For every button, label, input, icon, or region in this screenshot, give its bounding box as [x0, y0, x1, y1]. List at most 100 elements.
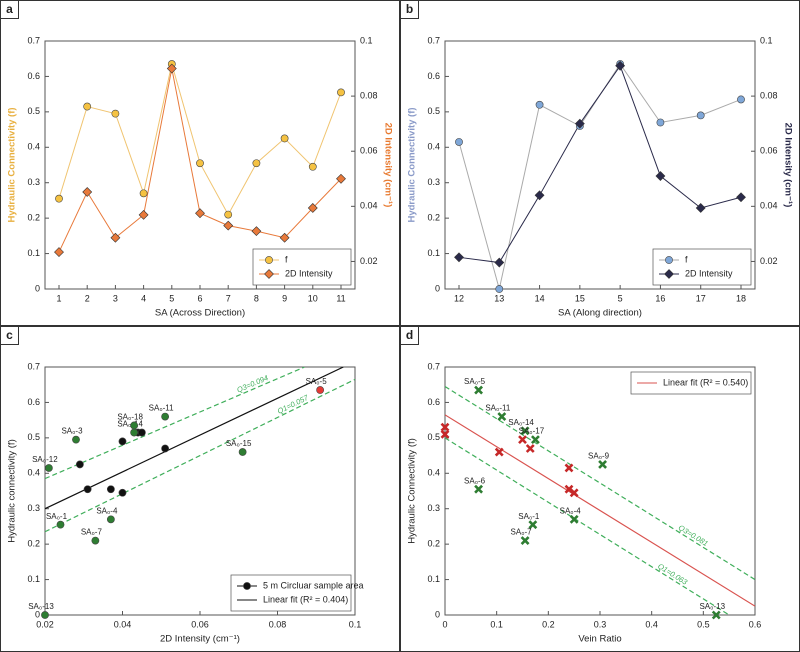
x-axis-title: SA (Along direction) [558, 308, 642, 319]
marker [130, 421, 139, 430]
marker [615, 60, 626, 71]
marker [44, 464, 53, 472]
y2-tick-label: 0.06 [360, 146, 378, 156]
marker [139, 189, 148, 198]
marker [494, 447, 504, 457]
y-tick-label: 0.7 [427, 361, 440, 371]
x-tick-label: 15 [575, 293, 585, 303]
point-label: SA₀-6 [464, 476, 486, 485]
reference-label: Q3=0.094 [235, 373, 269, 394]
x-tick-label: 0 [442, 619, 447, 629]
marker [110, 232, 121, 243]
y2-axis-title: 2D Intensity (cm⁻¹) [782, 123, 793, 208]
marker [474, 385, 484, 395]
marker [307, 203, 318, 213]
panel: d 0 0.1 0.2 0.3 0.4 0.5 0.6 0.7 0 0.1 0.2 0.3 0.4 0.5 0… [400, 326, 800, 652]
marker [264, 269, 274, 279]
marker [72, 435, 80, 444]
reference-line [45, 367, 305, 480]
y-tick-label: 0.7 [27, 361, 40, 371]
marker [265, 256, 273, 264]
x-tick-label: 2 [85, 293, 90, 303]
point-label: SA₀-11 [149, 404, 175, 413]
marker [280, 134, 289, 143]
x-tick-label: 14 [535, 293, 545, 303]
series-line [45, 367, 344, 510]
legend-label: f [285, 254, 288, 264]
x-tick-label: 0.1 [349, 619, 362, 629]
point-label: SA₀-17 [519, 427, 545, 436]
marker [474, 484, 484, 494]
x-tick-label: 4 [141, 293, 146, 303]
marker [106, 515, 115, 524]
point-label: SA₀-9 [588, 452, 610, 461]
marker [564, 463, 574, 473]
legend-label: f [685, 254, 688, 264]
panel-label: d [406, 328, 413, 342]
panel-label: c [6, 328, 13, 342]
marker [316, 386, 325, 394]
x-tick-label: 17 [696, 293, 706, 303]
marker [520, 536, 530, 546]
y2-tick-label: 0.02 [760, 256, 778, 266]
x-tick-label: 11 [336, 293, 345, 303]
legend-label: 2D Intensity [685, 268, 733, 278]
marker [518, 435, 527, 445]
point-label: SA₀-5 [306, 377, 328, 386]
point-label: SA₀-18 [117, 413, 143, 422]
point-label: SA₀-15 [226, 439, 252, 448]
y-tick-label: 0.2 [427, 213, 440, 223]
marker [534, 190, 545, 201]
marker [535, 100, 544, 109]
point-label: SA₀-4 [96, 506, 118, 515]
marker [91, 536, 100, 545]
point-label: SA₀-7 [511, 528, 533, 537]
marker [655, 171, 666, 181]
x-axis-title: Vein Ratio [578, 634, 621, 645]
marker [118, 437, 127, 446]
marker [161, 444, 170, 453]
point-label: SA₀-1 [46, 512, 68, 521]
y2-tick-label: 0.02 [360, 256, 378, 266]
marker [569, 488, 579, 498]
marker [106, 485, 115, 494]
y2-tick-label: 0.08 [360, 90, 378, 100]
y-tick-label: 0.3 [27, 177, 40, 187]
y-tick-label: 0.7 [27, 35, 40, 45]
x-tick-label: 0.06 [191, 619, 209, 629]
series-line [458, 64, 742, 264]
legend-box [652, 248, 752, 286]
point-label: SA₀-12 [32, 455, 58, 464]
panel: b 0 0.1 0.2 0.3 0.4 0.5 0.6 0.7 0.02 0.04 0.06 0.08 0… [400, 0, 800, 326]
y-tick-label: 0.2 [427, 539, 440, 549]
marker [161, 412, 170, 421]
marker [111, 109, 120, 118]
plot [458, 63, 742, 289]
y2-tick-label: 0.08 [760, 90, 778, 100]
marker [55, 194, 63, 203]
marker [41, 611, 49, 619]
point-label: SA₀-3 [61, 427, 83, 436]
marker [455, 138, 463, 146]
reference-label: Q3=0.081 [677, 523, 710, 548]
x-tick-label: 3 [113, 293, 118, 303]
panel-label-box [400, 326, 419, 345]
point-label: SA₀-13 [699, 602, 725, 611]
x-tick-label: 0.02 [36, 619, 54, 629]
plot [45, 367, 355, 533]
legend-box [630, 371, 752, 395]
panel-border [0, 0, 400, 326]
x-tick-label: 1 [56, 293, 61, 303]
y-tick-label: 0 [35, 283, 40, 293]
x-tick-label: 5 [618, 293, 623, 303]
point-label: SA₀-13 [28, 602, 54, 611]
marker [665, 256, 673, 264]
marker [440, 422, 450, 432]
y-tick-label: 0.3 [427, 177, 440, 187]
y-tick-label: 0.5 [27, 432, 40, 442]
marker [195, 208, 205, 219]
legend-label: 5 m Circluar sample area [263, 580, 364, 590]
y-tick-label: 0.5 [427, 432, 440, 442]
x-tick-label: 0.4 [645, 619, 658, 629]
